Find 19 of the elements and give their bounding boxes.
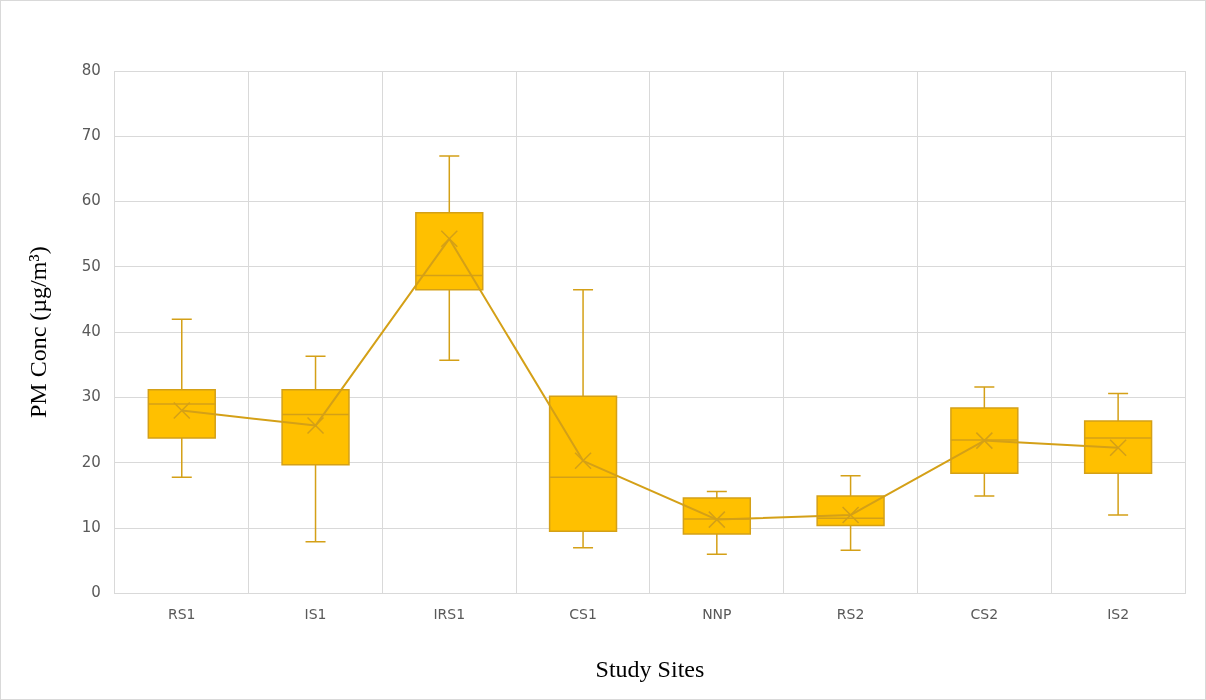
x-tick-label: RS2 — [836, 606, 865, 623]
y-axis-title: PM Conc (µg/m³) — [24, 246, 51, 419]
y-tick-label: 20 — [81, 452, 101, 471]
y-tick-label: 60 — [81, 191, 101, 210]
y-tick-label: 70 — [81, 126, 101, 145]
x-tick-label: RS1 — [168, 606, 196, 623]
x-tick-label: IRS1 — [433, 606, 466, 623]
y-tick-label: 40 — [81, 322, 101, 341]
x-tick-label: IS2 — [1107, 606, 1130, 623]
y-tick-label: 80 — [81, 60, 101, 79]
x-tick-label: CS2 — [970, 606, 999, 623]
y-tick-label: 0 — [91, 583, 101, 602]
x-axis-title: Study Sites — [595, 655, 705, 682]
x-tick-label: NNP — [702, 606, 732, 623]
y-tick-label: 50 — [81, 256, 101, 275]
y-tick-label: 30 — [81, 387, 101, 406]
y-tick-label: 10 — [81, 517, 101, 536]
x-tick-label: IS1 — [304, 606, 327, 623]
x-tick-label: CS1 — [569, 606, 597, 623]
